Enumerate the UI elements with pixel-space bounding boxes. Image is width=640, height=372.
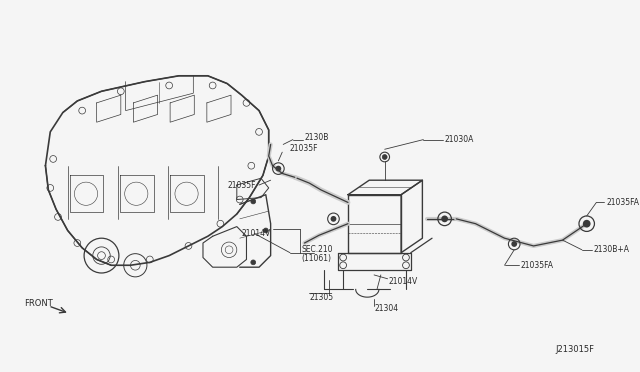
Circle shape <box>264 228 268 233</box>
Text: 21304: 21304 <box>374 304 398 313</box>
Circle shape <box>251 260 255 265</box>
Text: SEC.210: SEC.210 <box>301 245 333 254</box>
Circle shape <box>275 166 281 171</box>
Circle shape <box>511 241 517 247</box>
Text: (11061): (11061) <box>301 254 332 263</box>
Text: 21035F: 21035F <box>290 144 319 153</box>
Circle shape <box>251 199 255 204</box>
Text: 21035F: 21035F <box>228 180 256 189</box>
Text: 21030A: 21030A <box>445 135 474 144</box>
Circle shape <box>583 220 591 228</box>
Text: FRONT: FRONT <box>24 299 53 308</box>
Circle shape <box>382 155 387 160</box>
Text: 2130B: 2130B <box>305 133 329 142</box>
Text: 21305: 21305 <box>309 293 333 302</box>
Circle shape <box>441 215 448 222</box>
Text: 21035FA: 21035FA <box>606 198 639 207</box>
Text: 2130B+A: 2130B+A <box>593 245 630 254</box>
Text: 21014V: 21014V <box>241 229 271 238</box>
Circle shape <box>331 216 337 222</box>
Text: J213015F: J213015F <box>556 345 595 354</box>
Text: 21035FA: 21035FA <box>521 261 554 270</box>
Text: 21014V: 21014V <box>388 277 418 286</box>
